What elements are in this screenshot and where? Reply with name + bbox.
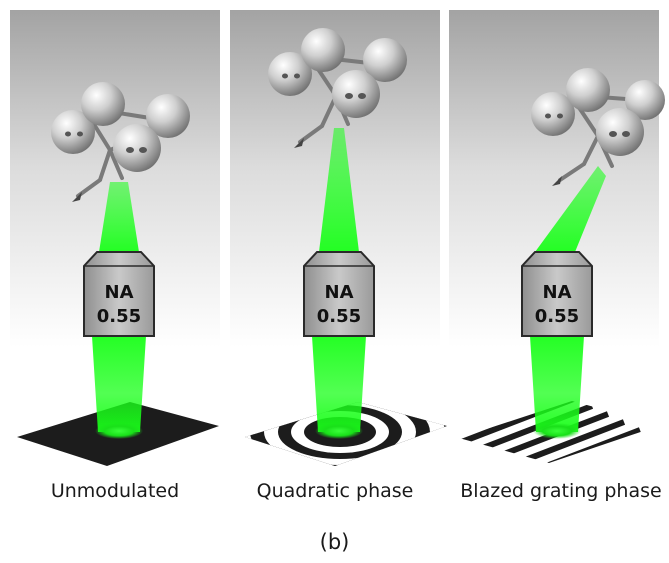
beam-lower bbox=[92, 336, 146, 432]
molecule-icon bbox=[51, 82, 190, 202]
beam-spot bbox=[533, 423, 581, 439]
beam-spot bbox=[315, 423, 363, 439]
objective-na-label: NA bbox=[105, 282, 134, 303]
objective-na-label: NA bbox=[325, 282, 354, 303]
beam-lower bbox=[312, 336, 366, 432]
caption-quadratic-phase: Quadratic phase bbox=[256, 480, 414, 502]
molecule-icon bbox=[268, 28, 407, 148]
objective-value-label: 0.55 bbox=[535, 306, 579, 327]
beam-upper bbox=[319, 128, 359, 252]
figure-sublabel: (b) bbox=[319, 530, 350, 554]
beam-upper bbox=[99, 182, 139, 252]
objective-lens bbox=[521, 251, 593, 337]
beam-upper bbox=[535, 166, 606, 252]
objective-lens bbox=[303, 251, 375, 337]
panel-blazed-grating: NA 0.55 bbox=[449, 10, 665, 463]
molecule-icon bbox=[531, 68, 665, 186]
caption-blazed-grating-phase: Blazed grating phase bbox=[460, 480, 662, 502]
objective-na-label: NA bbox=[543, 282, 572, 303]
beam-spot bbox=[95, 423, 143, 439]
objective-lens bbox=[83, 251, 155, 337]
panel-quadratic: NA 0.55 bbox=[230, 10, 447, 466]
beam-lower bbox=[530, 336, 584, 432]
panel-unmodulated: NA 0.55 bbox=[10, 10, 220, 466]
objective-value-label: 0.55 bbox=[317, 306, 361, 327]
caption-unmodulated: Unmodulated bbox=[50, 480, 180, 502]
objective-value-label: 0.55 bbox=[97, 306, 141, 327]
